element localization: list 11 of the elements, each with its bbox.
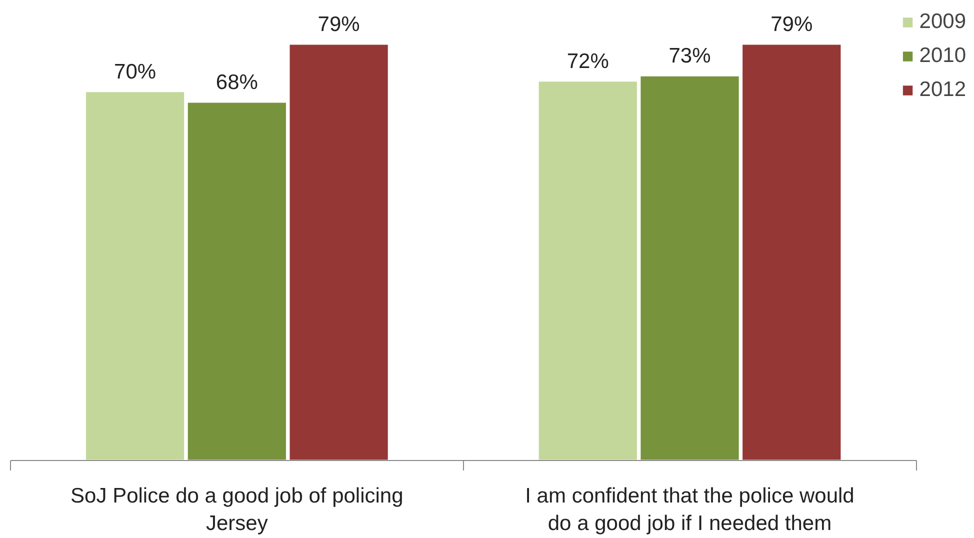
- legend-label: 2012: [919, 78, 966, 102]
- data-label: 70%: [114, 60, 156, 84]
- data-label: 73%: [668, 44, 711, 68]
- data-label: 79%: [318, 12, 360, 36]
- legend-label: 2010: [919, 44, 966, 68]
- data-label: 68%: [216, 70, 258, 94]
- data-label: 79%: [770, 12, 813, 36]
- legend-label: 2009: [919, 10, 966, 34]
- x-tick-label: SoJ Police do a good job of policing Jersey: [70, 484, 404, 536]
- x-tick-label: I am confident that the police would do a good job if I needed them: [525, 484, 854, 536]
- data-label: 72%: [566, 50, 609, 73]
